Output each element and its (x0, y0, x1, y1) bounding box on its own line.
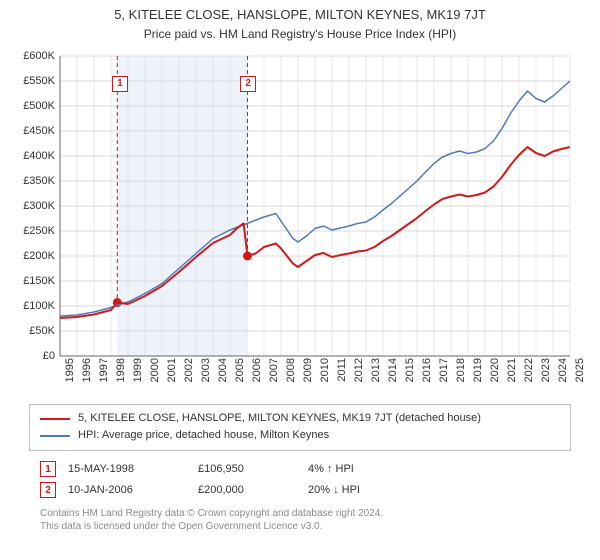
legend-item: 5, KITELEE CLOSE, HANSLOPE, MILTON KEYNE… (40, 410, 560, 428)
y-axis-label: £400K (23, 150, 55, 162)
transaction-rows: 1 15-MAY-1998 £106,950 4% ↑ HPI 2 10-JAN… (40, 459, 560, 501)
x-axis-label: 2010 (319, 358, 331, 382)
legend-label: HPI: Average price, detached house, Milt… (78, 427, 329, 445)
x-axis-label: 2004 (217, 358, 229, 382)
x-axis-label: 2022 (523, 358, 535, 382)
y-axis-label: £100K (23, 300, 55, 312)
page-title: 5, KITELEE CLOSE, HANSLOPE, MILTON KEYNE… (0, 6, 600, 24)
transaction-row: 1 15-MAY-1998 £106,950 4% ↑ HPI (40, 459, 560, 480)
footer-line: Contains HM Land Registry data © Crown c… (40, 507, 560, 521)
x-axis-label: 2021 (506, 358, 518, 382)
legend-label: 5, KITELEE CLOSE, HANSLOPE, MILTON KEYNE… (78, 410, 481, 428)
x-axis-label: 2007 (268, 358, 280, 382)
transaction-marker: 1 (40, 461, 56, 477)
x-axis-label: 2011 (336, 358, 348, 382)
y-axis-label: £600K (23, 50, 55, 62)
x-axis-label: 2019 (472, 358, 484, 382)
transaction-row: 2 10-JAN-2006 £200,000 20% ↓ HPI (40, 480, 560, 501)
transaction-price: £200,000 (198, 480, 308, 501)
y-axis-label: £0 (43, 350, 55, 362)
page-subtitle: Price paid vs. HM Land Registry's House … (0, 26, 600, 42)
x-axis-label: 2020 (489, 358, 501, 382)
x-axis-label: 2024 (557, 358, 569, 382)
transaction-delta: 20% ↓ HPI (308, 480, 560, 501)
y-axis-label: £450K (23, 125, 55, 137)
x-axis-label: 1997 (98, 358, 110, 382)
x-axis-label: 2013 (370, 358, 382, 382)
y-axis-label: £50K (29, 325, 55, 337)
y-axis-label: £250K (23, 225, 55, 237)
x-axis-label: 2009 (302, 358, 314, 382)
x-axis-label: 2017 (438, 358, 450, 382)
legend-swatch (40, 418, 70, 420)
transaction-marker: 2 (40, 482, 56, 498)
x-axis-label: 1996 (81, 358, 93, 382)
transaction-delta: 4% ↑ HPI (308, 459, 560, 480)
x-axis-label: 2001 (166, 358, 178, 382)
x-axis-label: 2014 (387, 358, 399, 382)
price-chart: £0 £50K £100K £150K £200K £250K £300K £350K £400… (20, 48, 580, 398)
attribution-footer: Contains HM Land Registry data © Crown c… (40, 507, 560, 534)
y-axis-label: £350K (23, 175, 55, 187)
x-axis-label: 2006 (251, 358, 263, 382)
y-axis-label: £550K (23, 75, 55, 87)
transaction-price: £106,950 (198, 459, 308, 480)
transaction-date: 15-MAY-1998 (68, 459, 198, 480)
x-axis-label: 2012 (353, 358, 365, 382)
x-axis-label: 2023 (540, 358, 552, 382)
x-axis-label: 2016 (421, 358, 433, 382)
legend-item: HPI: Average price, detached house, Milt… (40, 427, 560, 445)
x-axis-label: 2025 (574, 358, 586, 382)
chart-marker: 2 (240, 76, 256, 92)
x-axis-label: 2015 (404, 358, 416, 382)
x-axis-label: 2003 (200, 358, 212, 382)
x-axis-label: 2005 (234, 358, 246, 382)
x-axis-label: 1999 (132, 358, 144, 382)
x-axis-label: 1995 (64, 358, 76, 382)
y-axis-label: £300K (23, 200, 55, 212)
footer-line: This data is licensed under the Open Gov… (40, 520, 560, 534)
y-axis-label: £500K (23, 100, 55, 112)
x-axis-label: 1998 (115, 358, 127, 382)
x-axis-label: 2008 (285, 358, 297, 382)
x-axis-label: 2002 (183, 358, 195, 382)
transaction-date: 10-JAN-2006 (68, 480, 198, 501)
legend: 5, KITELEE CLOSE, HANSLOPE, MILTON KEYNE… (29, 404, 571, 451)
y-axis-label: £150K (23, 275, 55, 287)
legend-swatch (40, 435, 70, 437)
x-axis-label: 2000 (149, 358, 161, 382)
x-axis-label: 2018 (455, 358, 467, 382)
chart-marker: 1 (112, 76, 128, 92)
y-axis-label: £200K (23, 250, 55, 262)
